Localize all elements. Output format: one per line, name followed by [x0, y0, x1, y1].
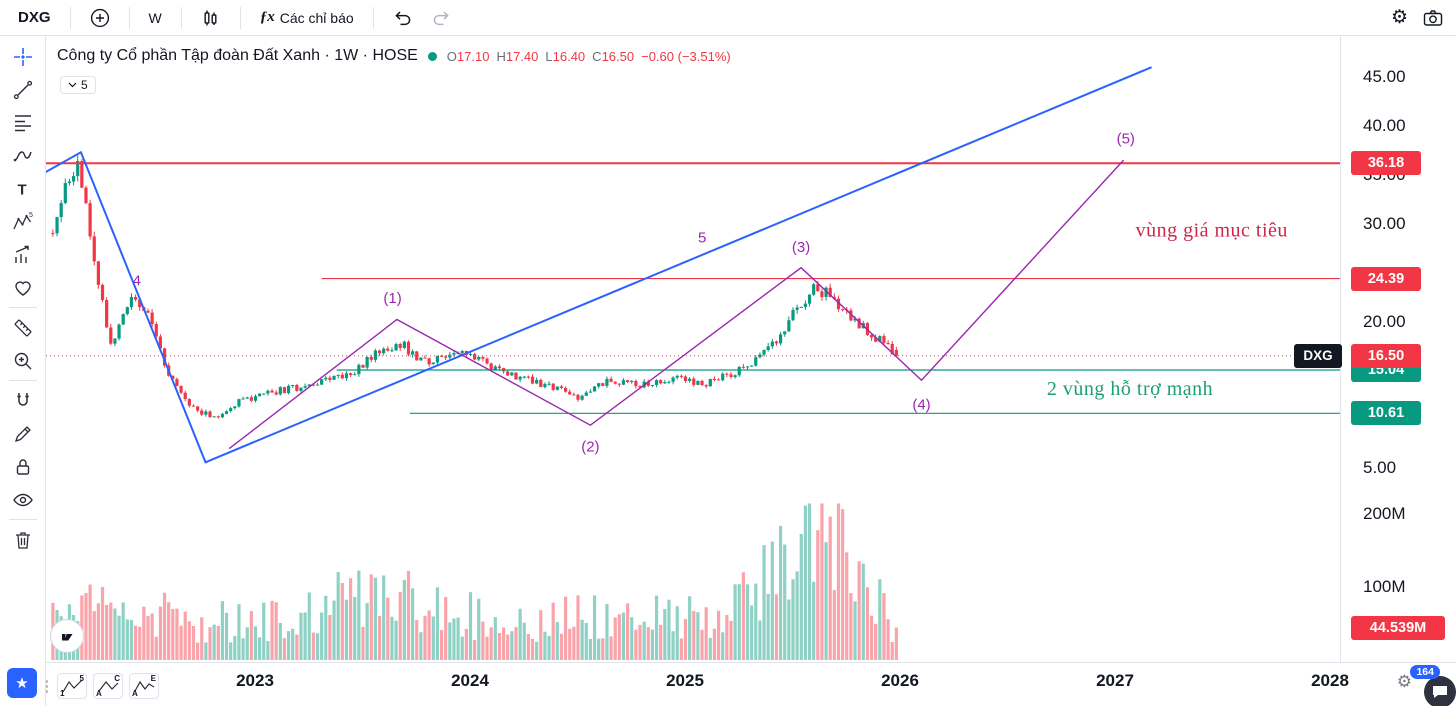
svg-text:T: T	[17, 181, 26, 198]
time-axis-label: 2028	[1311, 671, 1349, 690]
svg-text:vùng giá mục tiêu: vùng giá mục tiêu	[1136, 220, 1288, 242]
chart-legend[interactable]: Công ty Cổ phần Tập đoàn Đất Xanh · 1W ·…	[57, 47, 731, 65]
undo-button[interactable]	[387, 4, 419, 32]
time-axis-label: 2023	[236, 671, 274, 690]
indicators-button[interactable]: ƒx Các chỉ báo	[254, 5, 360, 30]
volume-axis-label: 100M	[1363, 577, 1406, 597]
camera-snapshot-icon[interactable]	[1422, 8, 1444, 28]
wave-tools-mini-toolbar: 1 5 A C A E	[34, 670, 164, 702]
current-price-badge: 16.50	[1351, 343, 1421, 368]
ohlc-values: O17.10 H17.40 L16.40 C16.50 −0.60 (−3.51…	[446, 48, 731, 64]
toolbar-divider	[8, 519, 37, 520]
settings-gear-icon[interactable]: ⚙	[1390, 7, 1408, 28]
collapsed-count: 5	[81, 78, 88, 92]
symbol-price-badge: DXG	[1294, 344, 1342, 368]
symbol-button[interactable]: DXG	[18, 9, 51, 26]
tool-magnet[interactable]	[6, 384, 40, 417]
divider	[69, 6, 71, 29]
price-axis-label: 20.00	[1363, 311, 1406, 331]
tool-zoom[interactable]	[6, 344, 40, 377]
indicators-label: Các chỉ báo	[279, 9, 354, 26]
abcde-triangle-button[interactable]: A E	[129, 673, 159, 699]
svg-text:(4): (4)	[912, 397, 930, 414]
svg-text:(1): (1)	[383, 290, 401, 307]
price-axis-label: 30.00	[1363, 213, 1406, 233]
redo-icon	[433, 10, 449, 25]
symbol-title: Công ty Cổ phần Tập đoàn Đất Xanh · 1W ·…	[57, 47, 418, 64]
market-status-dot	[427, 51, 437, 61]
level-price-badge: 36.18	[1351, 151, 1421, 176]
timezone-settings-gear-icon[interactable]: ⚙	[1396, 672, 1412, 691]
compare-add-button[interactable]	[84, 4, 116, 32]
time-axis-label: 2026	[881, 671, 919, 690]
volume-badge: 44.539M	[1351, 615, 1445, 640]
tool-lock[interactable]	[6, 450, 40, 483]
candles-icon	[204, 10, 217, 25]
tool-ruler[interactable]	[6, 311, 40, 344]
zigzag-icon	[62, 679, 83, 693]
divider	[372, 6, 374, 29]
tool-crosshair[interactable]	[6, 40, 40, 73]
svg-text:(5): (5)	[1117, 131, 1135, 148]
divider	[180, 6, 182, 29]
chart-type-button[interactable]	[195, 4, 227, 32]
toolbar-divider	[8, 380, 37, 381]
time-axis-label: 2027	[1096, 671, 1134, 690]
time-axis-label: 2025	[666, 671, 704, 690]
tool-eye[interactable]	[6, 483, 40, 516]
level-price-badge: 10.61	[1351, 401, 1421, 426]
tool-emoji-heart[interactable]	[6, 271, 40, 304]
tradingview-watermark-button[interactable]	[50, 619, 84, 653]
support-chat-button[interactable]	[1424, 676, 1456, 706]
price-axis[interactable]: 45.0040.0035.0030.0020.005.00200M100M36.…	[1340, 36, 1456, 662]
tradingview-logo-icon	[62, 633, 73, 640]
time-axis-label: 2024	[451, 671, 489, 690]
divider	[128, 6, 130, 29]
interval-button[interactable]: W	[148, 9, 162, 26]
svg-text:5: 5	[29, 212, 33, 219]
abc-correction-button[interactable]: A C	[93, 673, 123, 699]
zigzag-icon	[98, 681, 119, 692]
price-chart[interactable]: 4 5 (1) (2) (3) (4) (5) vùng giá mục tiêu 2 vùng…	[46, 36, 1340, 662]
impulse-wave-button[interactable]: 1 5	[57, 673, 87, 699]
notification-badge: 164	[1410, 665, 1440, 679]
plus-circle-icon	[90, 8, 109, 27]
toolbar-divider	[8, 307, 37, 308]
redo-button[interactable]	[425, 4, 457, 32]
time-axis[interactable]: 2023 2024 2025 2026 2027 2028	[46, 662, 1456, 706]
undo-icon	[395, 10, 410, 25]
tool-brush[interactable]	[6, 139, 40, 172]
tool-fib-retracement[interactable]	[6, 106, 40, 139]
svg-text:2 vùng hỗ trợ mạnh: 2 vùng hỗ trợ mạnh	[1047, 378, 1213, 400]
legend-collapse-button[interactable]: 5	[60, 76, 96, 94]
price-axis-label: 5.00	[1363, 458, 1397, 478]
fx-icon: ƒx	[259, 9, 275, 25]
tool-forecast[interactable]	[6, 238, 40, 271]
tool-trend-line[interactable]	[6, 73, 40, 106]
zigzag-icon	[134, 680, 155, 692]
tool-pencil[interactable]	[6, 417, 40, 450]
divider	[239, 6, 241, 29]
favorites-star-button[interactable]: ★	[7, 668, 37, 698]
svg-text:4: 4	[133, 272, 141, 289]
drawing-toolbar: T 5 ★	[0, 36, 46, 706]
volume-axis-label: 200M	[1363, 504, 1406, 524]
top-toolbar: DXG W ƒx Các chỉ báo	[0, 0, 1456, 36]
tool-elliott-pattern[interactable]: 5	[6, 205, 40, 238]
price-axis-label: 45.00	[1363, 67, 1406, 86]
change-value: −0.60 (−3.51%)	[641, 48, 731, 64]
svg-text:5: 5	[698, 229, 706, 246]
price-axis-label: 40.00	[1363, 115, 1406, 135]
svg-text:(3): (3)	[792, 239, 810, 256]
chevron-down-icon	[68, 82, 77, 88]
tool-text[interactable]: T	[6, 172, 40, 205]
tool-trash[interactable]	[6, 523, 40, 556]
level-price-badge: 24.39	[1351, 266, 1421, 291]
chat-bubble-icon	[1433, 686, 1447, 698]
svg-text:(2): (2)	[581, 439, 599, 456]
